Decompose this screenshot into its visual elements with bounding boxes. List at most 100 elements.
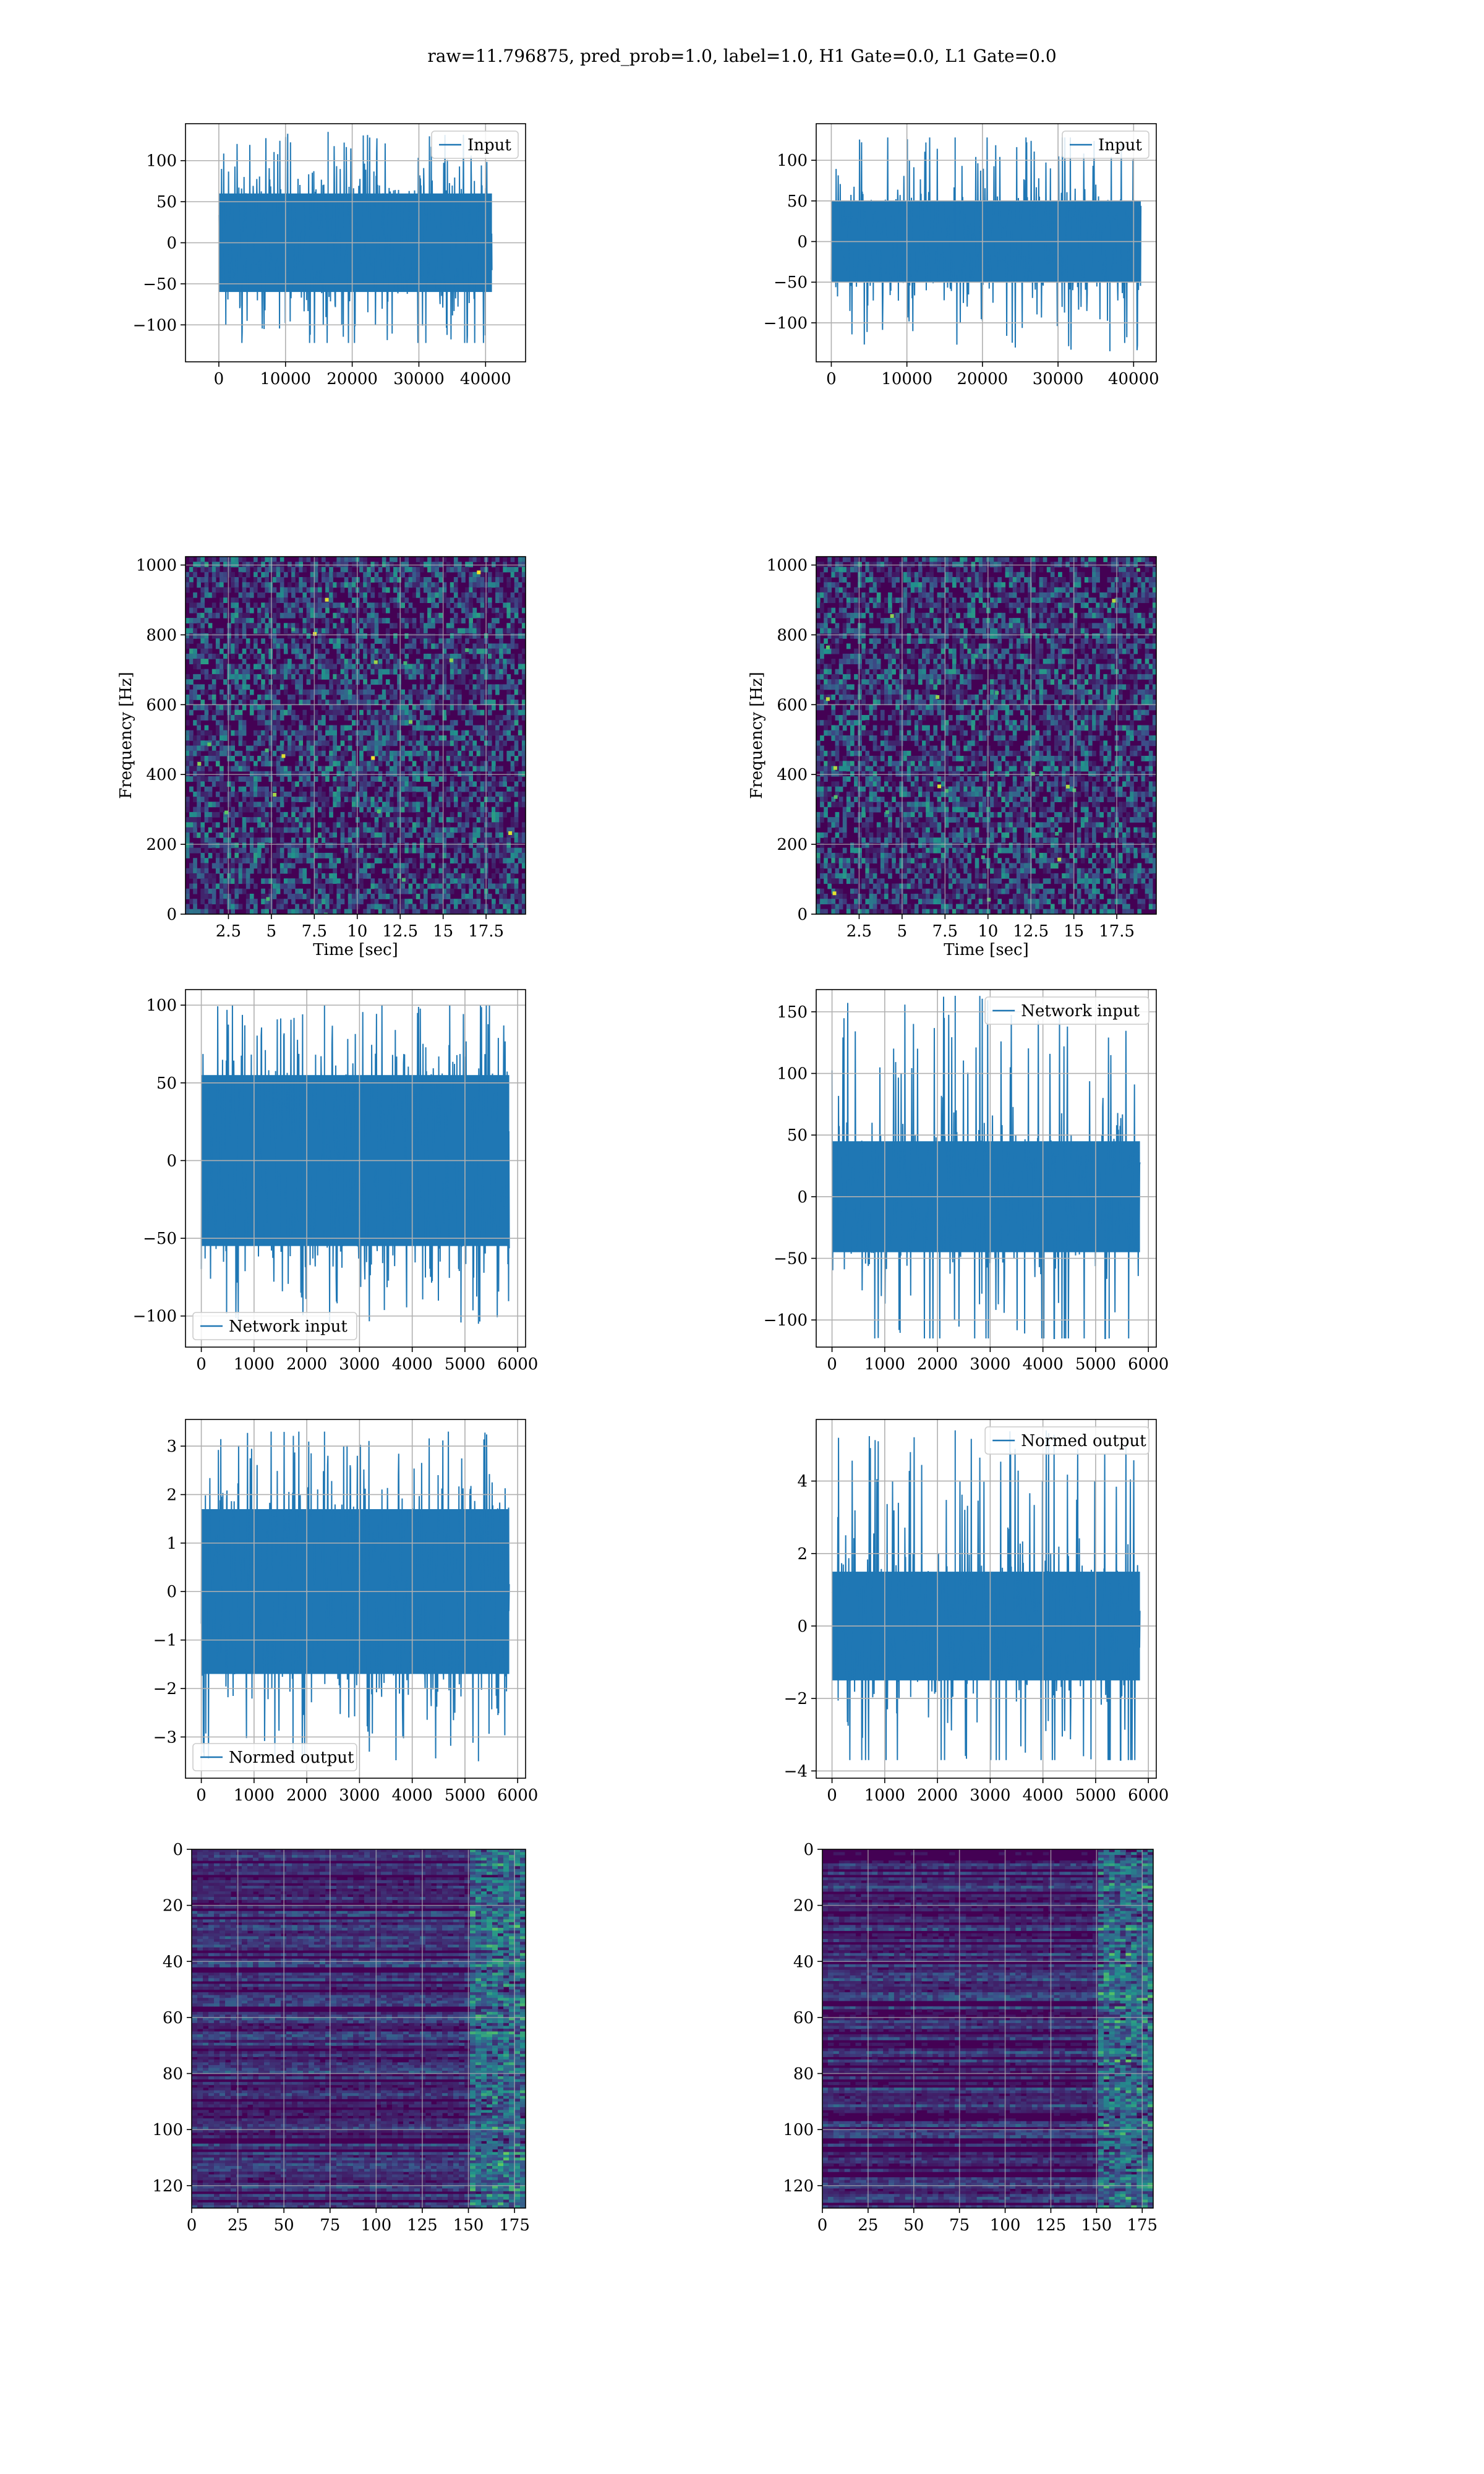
heatmap-cell xyxy=(385,653,390,659)
heatmap-cell xyxy=(487,623,492,629)
heatmap-cell xyxy=(442,735,447,741)
heatmap-cell xyxy=(419,694,424,700)
heatmap-cell xyxy=(220,689,224,695)
heatmap-cell xyxy=(283,612,288,618)
heatmap-cell xyxy=(831,858,836,864)
heatmap-cell xyxy=(390,597,394,603)
heatmap-cell xyxy=(215,771,220,777)
heatmap-cell xyxy=(193,791,197,797)
heatmap-cell xyxy=(363,623,367,629)
heatmap-cell xyxy=(220,786,224,792)
heatmap-cell xyxy=(351,827,356,833)
heatmap-cell xyxy=(390,720,394,726)
heatmap-cell xyxy=(453,797,458,802)
heatmap-cell xyxy=(469,704,473,711)
heatmap-cell xyxy=(503,557,507,562)
heatmap-cell xyxy=(390,664,394,670)
heatmap-cell xyxy=(419,664,424,670)
heatmap-cell xyxy=(310,863,315,869)
heatmap-cell xyxy=(333,791,337,797)
heatmap-cell xyxy=(846,582,851,588)
heatmap-spot xyxy=(266,897,270,901)
heatmap-cell xyxy=(495,888,500,894)
heatmap-cell xyxy=(492,623,496,629)
heatmap-cell xyxy=(461,653,466,659)
heatmap-cell xyxy=(835,623,840,629)
heatmap-cell xyxy=(461,786,466,792)
heatmap-cell xyxy=(480,669,485,675)
heatmap-cell xyxy=(816,577,821,583)
heatmap-cell xyxy=(204,888,209,894)
heatmap-cell xyxy=(193,607,197,614)
heatmap-cell xyxy=(424,791,428,797)
heatmap-cell xyxy=(306,822,311,828)
heatmap-cell xyxy=(427,633,432,639)
heatmap-cell xyxy=(348,730,352,736)
heatmap-cell xyxy=(272,878,277,884)
heatmap-cell xyxy=(838,633,843,639)
heatmap-cell xyxy=(385,659,390,664)
heatmap-cell xyxy=(393,888,398,894)
heatmap-cell xyxy=(861,633,866,639)
heatmap-cell xyxy=(359,730,364,736)
heatmap-cell xyxy=(408,756,413,761)
heatmap-cell xyxy=(234,557,239,562)
heatmap-cell xyxy=(197,781,201,787)
heatmap-cell xyxy=(835,638,840,644)
heatmap-cell xyxy=(288,883,292,889)
heatmap-cell xyxy=(861,638,866,644)
heatmap-cell xyxy=(518,837,522,843)
heatmap-cell xyxy=(333,852,337,858)
heatmap-cell xyxy=(854,653,858,659)
heatmap-cell xyxy=(227,725,231,731)
heatmap-cell xyxy=(458,659,462,664)
heatmap-cell xyxy=(831,904,836,910)
heatmap-cell xyxy=(393,904,398,910)
heatmap-cell xyxy=(872,807,877,813)
heatmap-cell xyxy=(431,643,435,649)
heatmap-cell xyxy=(404,567,409,573)
heatmap-cell xyxy=(351,847,356,854)
heatmap-cell xyxy=(461,577,466,583)
heatmap-cell xyxy=(431,761,435,767)
heatmap-cell xyxy=(288,766,292,772)
heatmap-cell xyxy=(197,797,201,802)
heatmap-cell xyxy=(186,740,190,747)
heatmap-cell xyxy=(416,894,420,899)
heatmap-cell xyxy=(249,781,254,787)
heatmap-cell xyxy=(220,720,224,726)
heatmap-cell xyxy=(374,817,379,823)
heatmap-cell xyxy=(419,888,424,894)
heatmap-cell xyxy=(249,863,254,869)
heatmap-cell xyxy=(816,648,821,654)
heatmap-cell xyxy=(310,811,315,818)
heatmap-cell xyxy=(408,618,413,623)
heatmap-cell xyxy=(846,811,851,818)
heatmap-cell xyxy=(435,894,439,899)
heatmap-cell xyxy=(193,847,197,854)
heatmap-cell xyxy=(317,715,322,721)
heatmap-cell xyxy=(322,750,326,756)
heatmap-cell xyxy=(820,791,824,797)
heatmap-cell xyxy=(333,863,337,869)
heatmap-cell xyxy=(283,648,288,654)
heatmap-cell xyxy=(382,791,386,797)
heatmap-cell xyxy=(363,679,367,685)
heatmap-cell xyxy=(306,776,311,782)
heatmap-cell xyxy=(374,786,379,792)
heatmap-cell xyxy=(340,612,345,618)
heatmap-cell xyxy=(865,771,870,777)
heatmap-cell xyxy=(390,571,394,578)
heatmap-cell xyxy=(325,669,330,675)
heatmap-cell xyxy=(858,852,862,858)
heatmap-cell xyxy=(469,715,473,721)
heatmap-cell xyxy=(276,873,281,879)
heatmap-cell xyxy=(476,618,481,623)
heatmap-cell xyxy=(438,725,443,731)
heatmap-cell xyxy=(254,587,258,593)
heatmap-cell xyxy=(276,715,281,721)
heatmap-cell xyxy=(378,694,383,700)
heatmap-cell xyxy=(390,786,394,792)
heatmap-cell xyxy=(514,700,519,706)
heatmap-cell xyxy=(438,802,443,808)
